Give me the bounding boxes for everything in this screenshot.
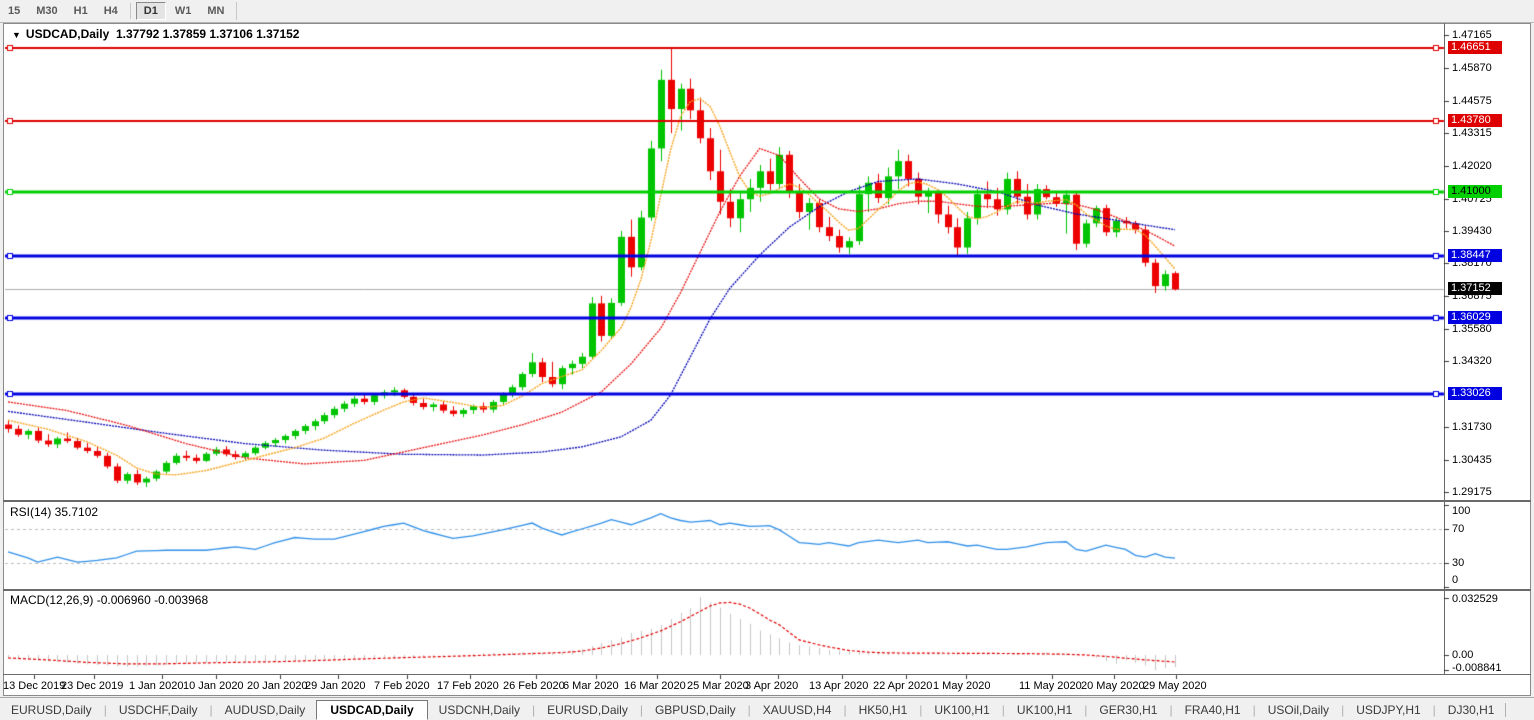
price-badge: 1.43780	[1448, 114, 1502, 127]
date-axis-label: 10 Jan 2020	[183, 680, 244, 692]
price-axis-tick: 1.35580	[1452, 323, 1492, 335]
date-axis-label: 13 Dec 2019	[3, 680, 66, 692]
rsi-axis-tick: 0	[1452, 574, 1459, 586]
date-axis-label: 6 Mar 2020	[563, 680, 619, 692]
date-axis-label: 11 May 2020	[1019, 680, 1082, 692]
price-axis-tick: 1.31730	[1452, 421, 1492, 433]
price-axis-tick: 1.42020	[1452, 160, 1492, 172]
price-badge: 1.38447	[1448, 249, 1502, 262]
macd-axis-tick: -0.008841	[1452, 662, 1502, 674]
chart-dropdown-icon: ▼	[12, 30, 21, 40]
date-axis-label: 25 Mar 2020	[687, 680, 749, 692]
date-axis-label: 26 Feb 2020	[503, 680, 565, 692]
price-axis-tick: 1.44575	[1452, 95, 1492, 107]
date-axis-label: 1 May 2020	[933, 680, 991, 692]
date-axis-label: 20 Jan 2020	[247, 680, 308, 692]
price-axis-tick: 1.39430	[1452, 225, 1492, 237]
price-badge: 1.37152	[1448, 282, 1502, 295]
chart-title: ▼ USDCAD,Daily 1.37792 1.37859 1.37106 1.…	[12, 27, 299, 41]
price-axis-tick: 1.47165	[1452, 29, 1492, 41]
price-badge: 1.46651	[1448, 41, 1502, 54]
price-axis-tick: 1.43315	[1452, 127, 1492, 139]
date-axis-label: 23 Dec 2019	[61, 680, 124, 692]
date-axis-label: 22 Apr 2020	[873, 680, 933, 692]
date-axis-label: 29 Jan 2020	[305, 680, 366, 692]
price-axis-tick: 1.30435	[1452, 454, 1492, 466]
date-axis-label: 20 May 2020	[1081, 680, 1145, 692]
date-axis-label: 17 Feb 2020	[437, 680, 499, 692]
price-badge: 1.41000	[1448, 185, 1502, 198]
macd-indicator-label: MACD(12,26,9) -0.006960 -0.003968	[10, 593, 209, 607]
date-axis-label: 7 Feb 2020	[374, 680, 430, 692]
rsi-axis-tick: 30	[1452, 557, 1465, 569]
price-badge: 1.33026	[1448, 387, 1502, 400]
price-axis-tick: 1.29175	[1452, 486, 1492, 498]
price-badge: 1.36029	[1448, 311, 1502, 324]
macd-axis-tick: 0.00	[1452, 649, 1474, 661]
chart-ohlc-values: 1.37792 1.37859 1.37106 1.37152	[115, 27, 300, 41]
date-axis-label: 3 Apr 2020	[745, 680, 799, 692]
price-axis-tick: 1.45870	[1452, 62, 1492, 74]
date-axis-label: 29 May 2020	[1143, 680, 1207, 692]
date-axis-label: 1 Jan 2020	[129, 680, 184, 692]
macd-axis-tick: 0.032529	[1452, 593, 1498, 605]
rsi-axis-tick: 100	[1452, 505, 1471, 517]
price-axis-tick: 1.34320	[1452, 355, 1492, 367]
rsi-indicator-label: RSI(14) 35.7102	[10, 505, 99, 519]
date-axis-label: 13 Apr 2020	[809, 680, 869, 692]
rsi-axis-tick: 70	[1452, 523, 1465, 535]
date-axis-label: 16 Mar 2020	[624, 680, 686, 692]
chart-symbol-label: USDCAD,Daily	[25, 27, 110, 41]
